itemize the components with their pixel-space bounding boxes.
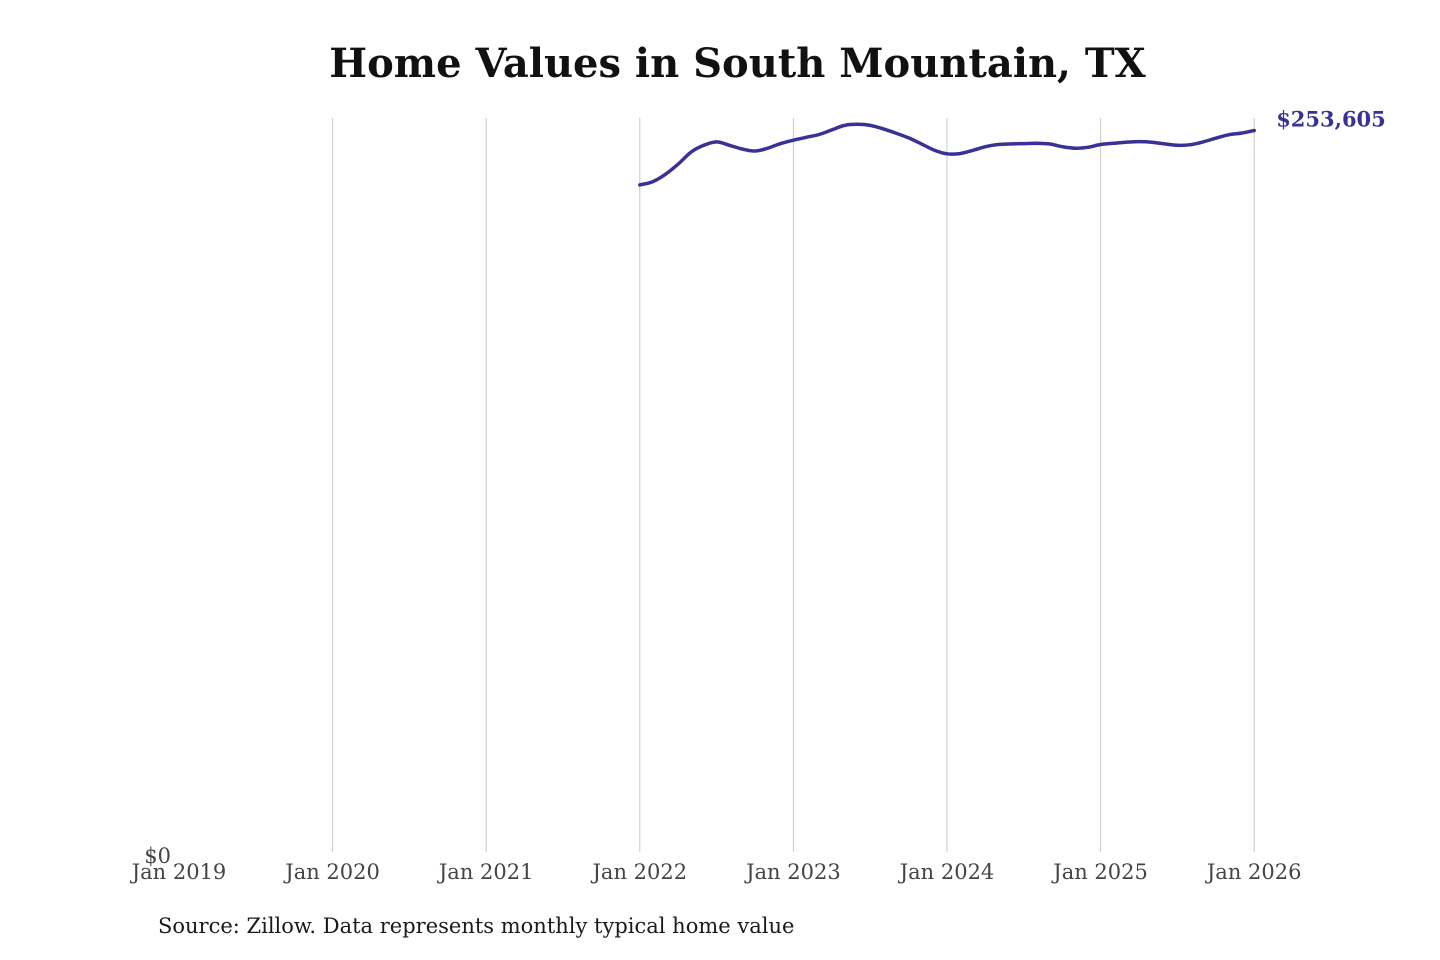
x-tick-label: Jan 2019 [130,860,227,884]
x-tick-label: Jan 2021 [437,860,534,884]
x-tick-label: Jan 2026 [1205,860,1302,884]
end-value-label: $253,605 [1276,107,1386,132]
gridlines [332,118,1255,852]
x-axis: Jan 2019 Jan 2020 Jan 2021 Jan 2022 Jan 2023… [130,860,1302,884]
x-tick-label: Jan 2024 [898,860,995,884]
series-line [638,122,1256,187]
chart-title: Home Values in South Mountain, TX [329,40,1146,87]
x-tick-label: Jan 2020 [283,860,380,884]
x-tick-label: Jan 2022 [591,860,688,884]
y-tick-label: $0 [144,844,171,868]
series-layer: $253,605 [638,107,1386,187]
x-tick-label: Jan 2025 [1051,860,1148,884]
x-tick-label: Jan 2023 [744,860,841,884]
source-note: Source: Zillow. Data represents monthly … [158,914,795,938]
y-axis: $0 [144,844,171,868]
